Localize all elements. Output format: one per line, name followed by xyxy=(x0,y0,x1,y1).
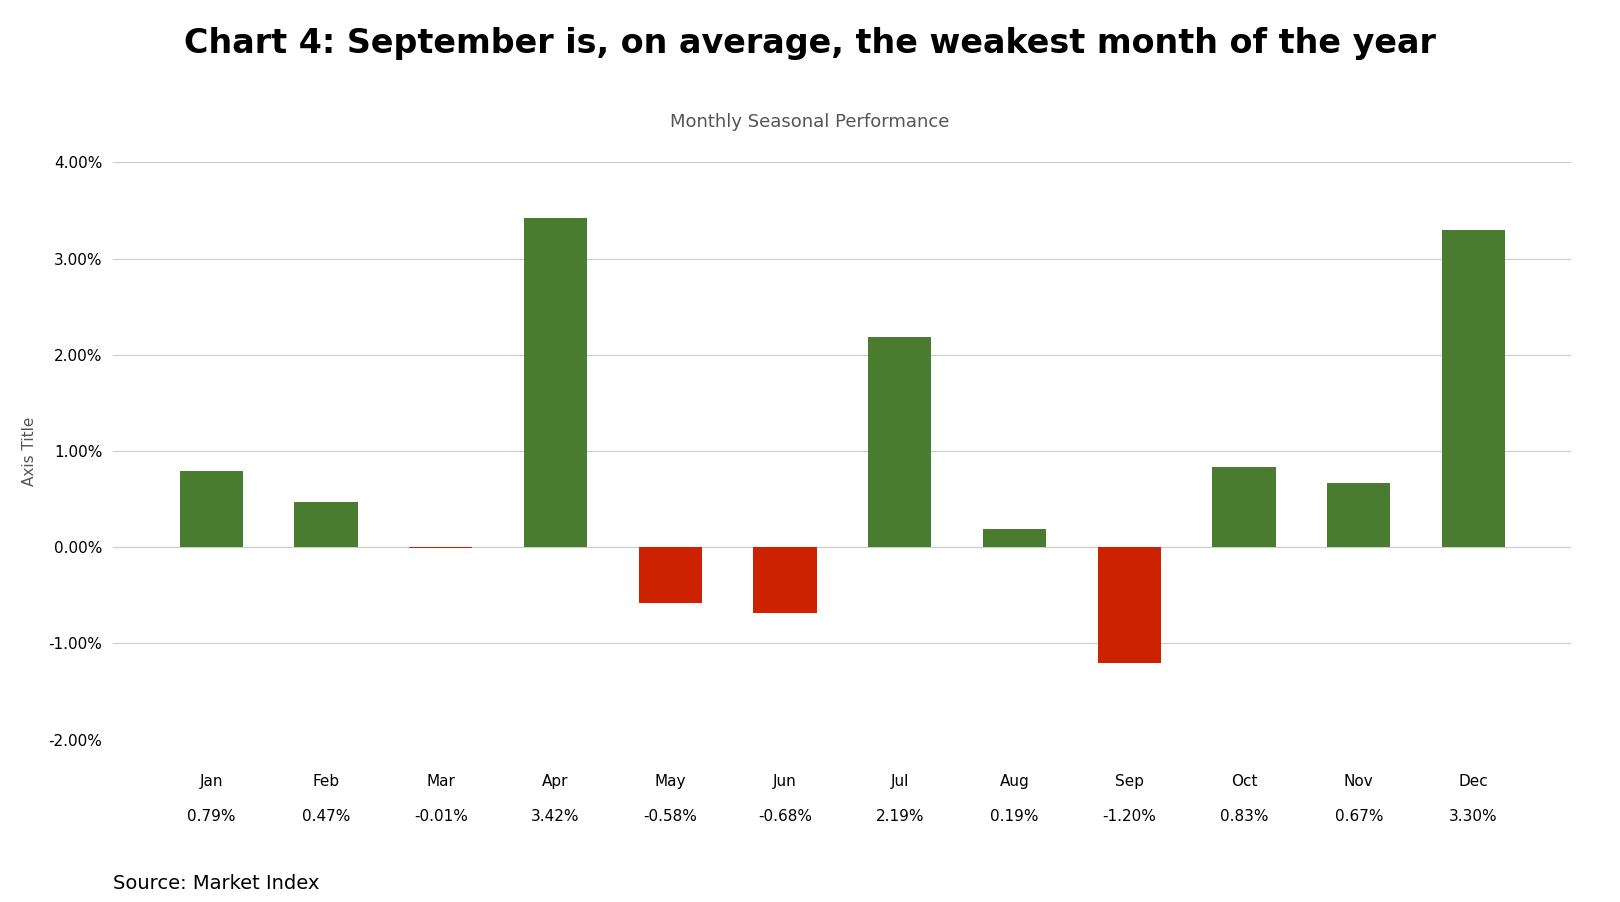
Text: Jan: Jan xyxy=(199,774,224,789)
Bar xyxy=(180,471,243,548)
Text: Mar: Mar xyxy=(426,774,455,789)
Bar xyxy=(1327,483,1390,548)
Bar xyxy=(1212,467,1275,548)
Text: -1.20%: -1.20% xyxy=(1102,809,1157,824)
Text: Dec: Dec xyxy=(1458,774,1489,789)
Bar xyxy=(523,218,586,548)
Text: Aug: Aug xyxy=(1000,774,1029,789)
Text: Jun: Jun xyxy=(773,774,797,789)
Text: Apr: Apr xyxy=(543,774,569,789)
Text: -0.01%: -0.01% xyxy=(413,809,468,824)
Text: 0.19%: 0.19% xyxy=(990,809,1038,824)
Bar xyxy=(295,502,358,548)
Y-axis label: Axis Title: Axis Title xyxy=(23,417,37,485)
Text: Source: Market Index: Source: Market Index xyxy=(113,874,319,893)
Text: Oct: Oct xyxy=(1231,774,1257,789)
Bar xyxy=(868,336,931,548)
Text: Feb: Feb xyxy=(313,774,340,789)
Text: 0.47%: 0.47% xyxy=(301,809,350,824)
Text: Chart 4: September is, on average, the weakest month of the year: Chart 4: September is, on average, the w… xyxy=(185,27,1435,60)
Bar xyxy=(1098,548,1162,663)
Bar xyxy=(1442,230,1505,548)
Text: 0.83%: 0.83% xyxy=(1220,809,1268,824)
Text: May: May xyxy=(654,774,685,789)
Bar xyxy=(983,529,1047,548)
Text: Sep: Sep xyxy=(1115,774,1144,789)
Text: 2.19%: 2.19% xyxy=(875,809,923,824)
Text: -0.58%: -0.58% xyxy=(643,809,697,824)
Text: 0.79%: 0.79% xyxy=(186,809,235,824)
Text: 0.67%: 0.67% xyxy=(1335,809,1383,824)
Text: Nov: Nov xyxy=(1345,774,1374,789)
Text: 3.42%: 3.42% xyxy=(531,809,580,824)
Bar xyxy=(753,548,816,612)
Bar xyxy=(638,548,701,603)
Text: Monthly Seasonal Performance: Monthly Seasonal Performance xyxy=(671,113,949,131)
Text: -0.68%: -0.68% xyxy=(758,809,812,824)
Text: 3.30%: 3.30% xyxy=(1450,809,1499,824)
Text: Jul: Jul xyxy=(891,774,909,789)
